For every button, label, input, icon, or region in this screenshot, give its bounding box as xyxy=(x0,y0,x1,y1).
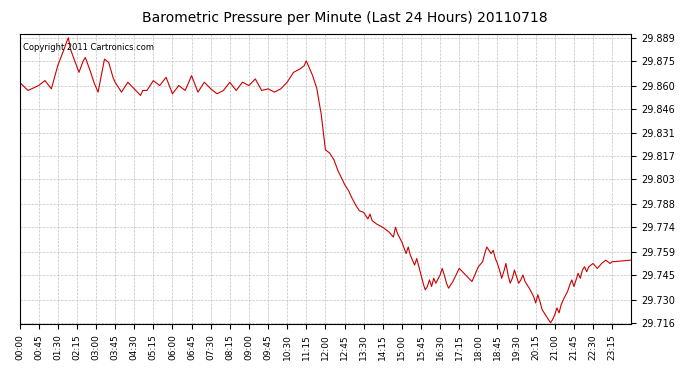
Text: Barometric Pressure per Minute (Last 24 Hours) 20110718: Barometric Pressure per Minute (Last 24 … xyxy=(142,11,548,25)
Text: Copyright 2011 Cartronics.com: Copyright 2011 Cartronics.com xyxy=(23,43,154,52)
